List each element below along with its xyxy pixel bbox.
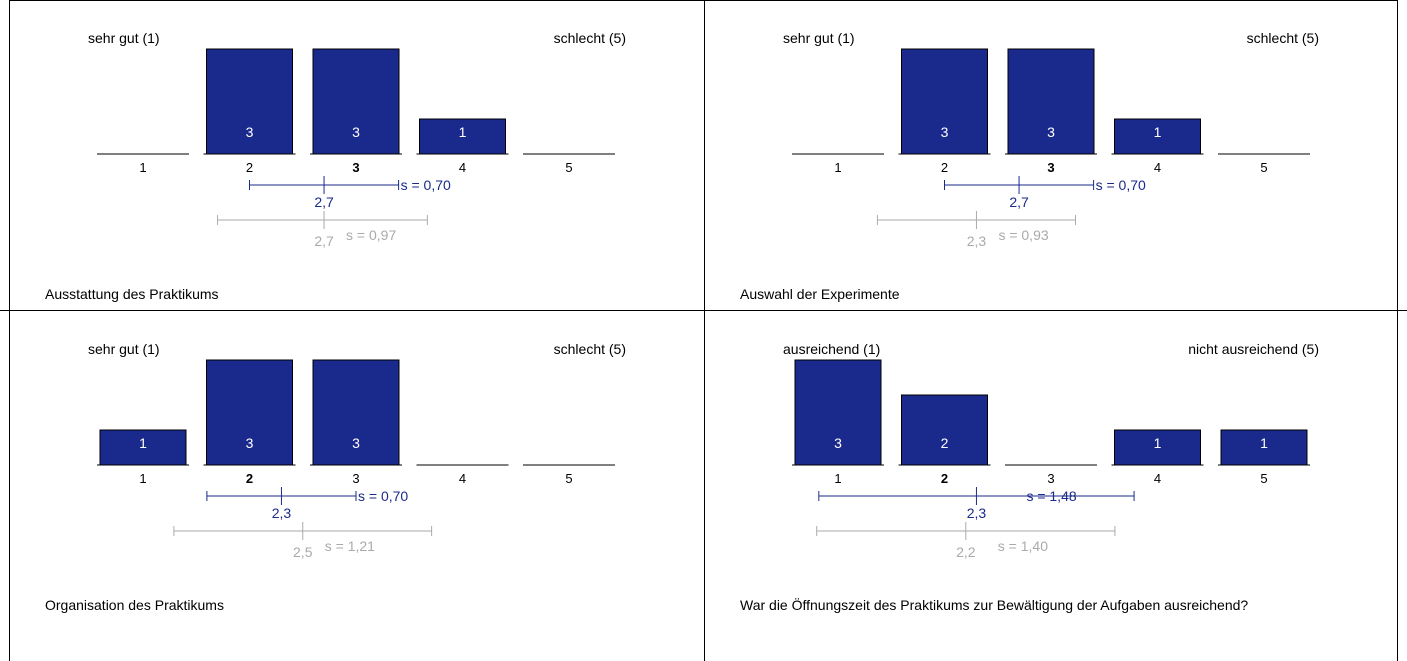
compare-stat-mean-label: 2,7 [314, 233, 334, 249]
bar-value-label: 1 [1154, 124, 1162, 140]
tick-label: 5 [1260, 160, 1267, 175]
compare-stat-s-label: s = 0,97 [346, 227, 396, 243]
bar-chart: 1 3 3 1 2 3 4 5 2,3 s = 0,70 2,5 s = 1,21 [97, 359, 615, 560]
question-text: War die Öffnungszeit des Praktikums zur … [740, 597, 1249, 613]
bar-value-label: 1 [1260, 435, 1268, 451]
grid-divider-vertical [704, 0, 705, 661]
tick-label: 5 [1260, 471, 1267, 486]
tick-label: 2 [941, 160, 948, 175]
tick-label: 2 [941, 471, 948, 486]
tick-label: 4 [1154, 160, 1161, 175]
bar [206, 359, 293, 466]
mean-stat-mean-label: 2,3 [967, 505, 987, 521]
grid-border-left [9, 0, 10, 661]
bar-value-label: 3 [941, 124, 949, 140]
bar [1114, 118, 1201, 155]
bar [1220, 429, 1308, 466]
grid-border-right [1397, 0, 1398, 661]
bar-value-label: 1 [1154, 435, 1162, 451]
bar-chart: 3 3 1 1 2 3 4 5 2,7 s = 0,70 2,3 s = 0,93 [792, 48, 1310, 249]
compare-stat-mean-label: 2,5 [293, 544, 313, 560]
compare-stat-mean-label: 2,2 [956, 544, 976, 560]
tick-label: 1 [834, 471, 841, 486]
scale-label-right: schlecht (5) [1246, 30, 1319, 46]
mean-stat-mean-label: 2,3 [272, 505, 292, 521]
grid-border-top [9, 0, 1398, 1]
scale-label-left: ausreichend (1) [783, 341, 881, 357]
tick-label: 3 [1047, 471, 1054, 486]
bar-value-label: 3 [834, 435, 842, 451]
tick-label: 4 [459, 160, 466, 175]
bar-value-label: 3 [246, 435, 254, 451]
bar-value-label: 3 [352, 435, 360, 451]
bar [419, 118, 506, 155]
tick-label: 5 [565, 160, 572, 175]
question-text: Ausstattung des Praktikums [45, 286, 219, 302]
bar-chart: 3 2 1 1 1 2 3 4 5 2,3 s = 1,48 2,2 s = 1,40 [792, 359, 1310, 560]
compare-stat-s-label: s = 0,93 [998, 227, 1048, 243]
bar-value-label: 3 [246, 124, 254, 140]
mean-stat-mean-label: 2,7 [1009, 194, 1029, 210]
tick-label: 1 [139, 160, 146, 175]
bar [794, 359, 882, 466]
scale-label-right: nicht ausreichend (5) [1188, 341, 1319, 357]
tick-label: 2 [246, 160, 253, 175]
tick-label: 3 [1047, 160, 1054, 175]
mean-stat-s-label: s = 0,70 [358, 488, 408, 504]
compare-stat-s-label: s = 1,21 [325, 538, 375, 554]
chart-panel-organisation: sehr gut (1) schlecht (5) 1 3 3 1 2 3 4 5 2,3 s =… [10, 311, 704, 661]
tick-label: 1 [834, 160, 841, 175]
tick-label: 1 [139, 471, 146, 486]
grid-divider-horizontal [0, 310, 1407, 311]
question-text: Auswahl der Experimente [740, 286, 900, 302]
mean-stat-s-label: s = 0,70 [401, 177, 451, 193]
question-text: Organisation des Praktikums [45, 597, 224, 613]
tick-label: 5 [565, 471, 572, 486]
bar [1114, 429, 1201, 466]
mean-stat-s-label: s = 0,70 [1096, 177, 1146, 193]
tick-label: 2 [246, 471, 253, 486]
chart-panel-auswahl: sehr gut (1) schlecht (5) 3 3 1 1 2 3 4 5 2,7 s =… [705, 0, 1397, 310]
chart-panel-oeffnungszeit: ausreichend (1) nicht ausreichend (5) 3 2… [705, 311, 1397, 661]
bar [206, 48, 293, 155]
scale-label-left: sehr gut (1) [783, 30, 855, 46]
tick-label: 3 [352, 160, 359, 175]
tick-label: 4 [1154, 471, 1161, 486]
bar-value-label: 2 [941, 435, 949, 451]
bar-value-label: 3 [1047, 124, 1055, 140]
bar-value-label: 1 [459, 124, 467, 140]
scale-label-left: sehr gut (1) [88, 341, 160, 357]
scale-label-left: sehr gut (1) [88, 30, 160, 46]
bar [901, 394, 988, 466]
bar [901, 48, 988, 155]
bar-chart: 3 3 1 1 2 3 4 5 2,7 s = 0,70 2,7 s = 0,97 [97, 48, 615, 249]
compare-stat-mean-label: 2,3 [967, 233, 987, 249]
mean-stat-s-label: s = 1,48 [1026, 488, 1076, 504]
bar-value-label: 3 [352, 124, 360, 140]
bar [99, 429, 187, 466]
mean-stat-mean-label: 2,7 [314, 194, 334, 210]
chart-panel-ausstattung: sehr gut (1) schlecht (5) 3 3 1 1 2 3 4 5 2,7 s =… [10, 0, 704, 310]
bar [1007, 48, 1095, 155]
compare-stat-s-label: s = 1,40 [998, 538, 1048, 554]
bar [312, 48, 400, 155]
tick-label: 3 [352, 471, 359, 486]
bar [312, 359, 400, 466]
tick-label: 4 [459, 471, 466, 486]
scale-label-right: schlecht (5) [553, 30, 626, 46]
scale-label-right: schlecht (5) [553, 341, 626, 357]
bar-value-label: 1 [139, 435, 147, 451]
